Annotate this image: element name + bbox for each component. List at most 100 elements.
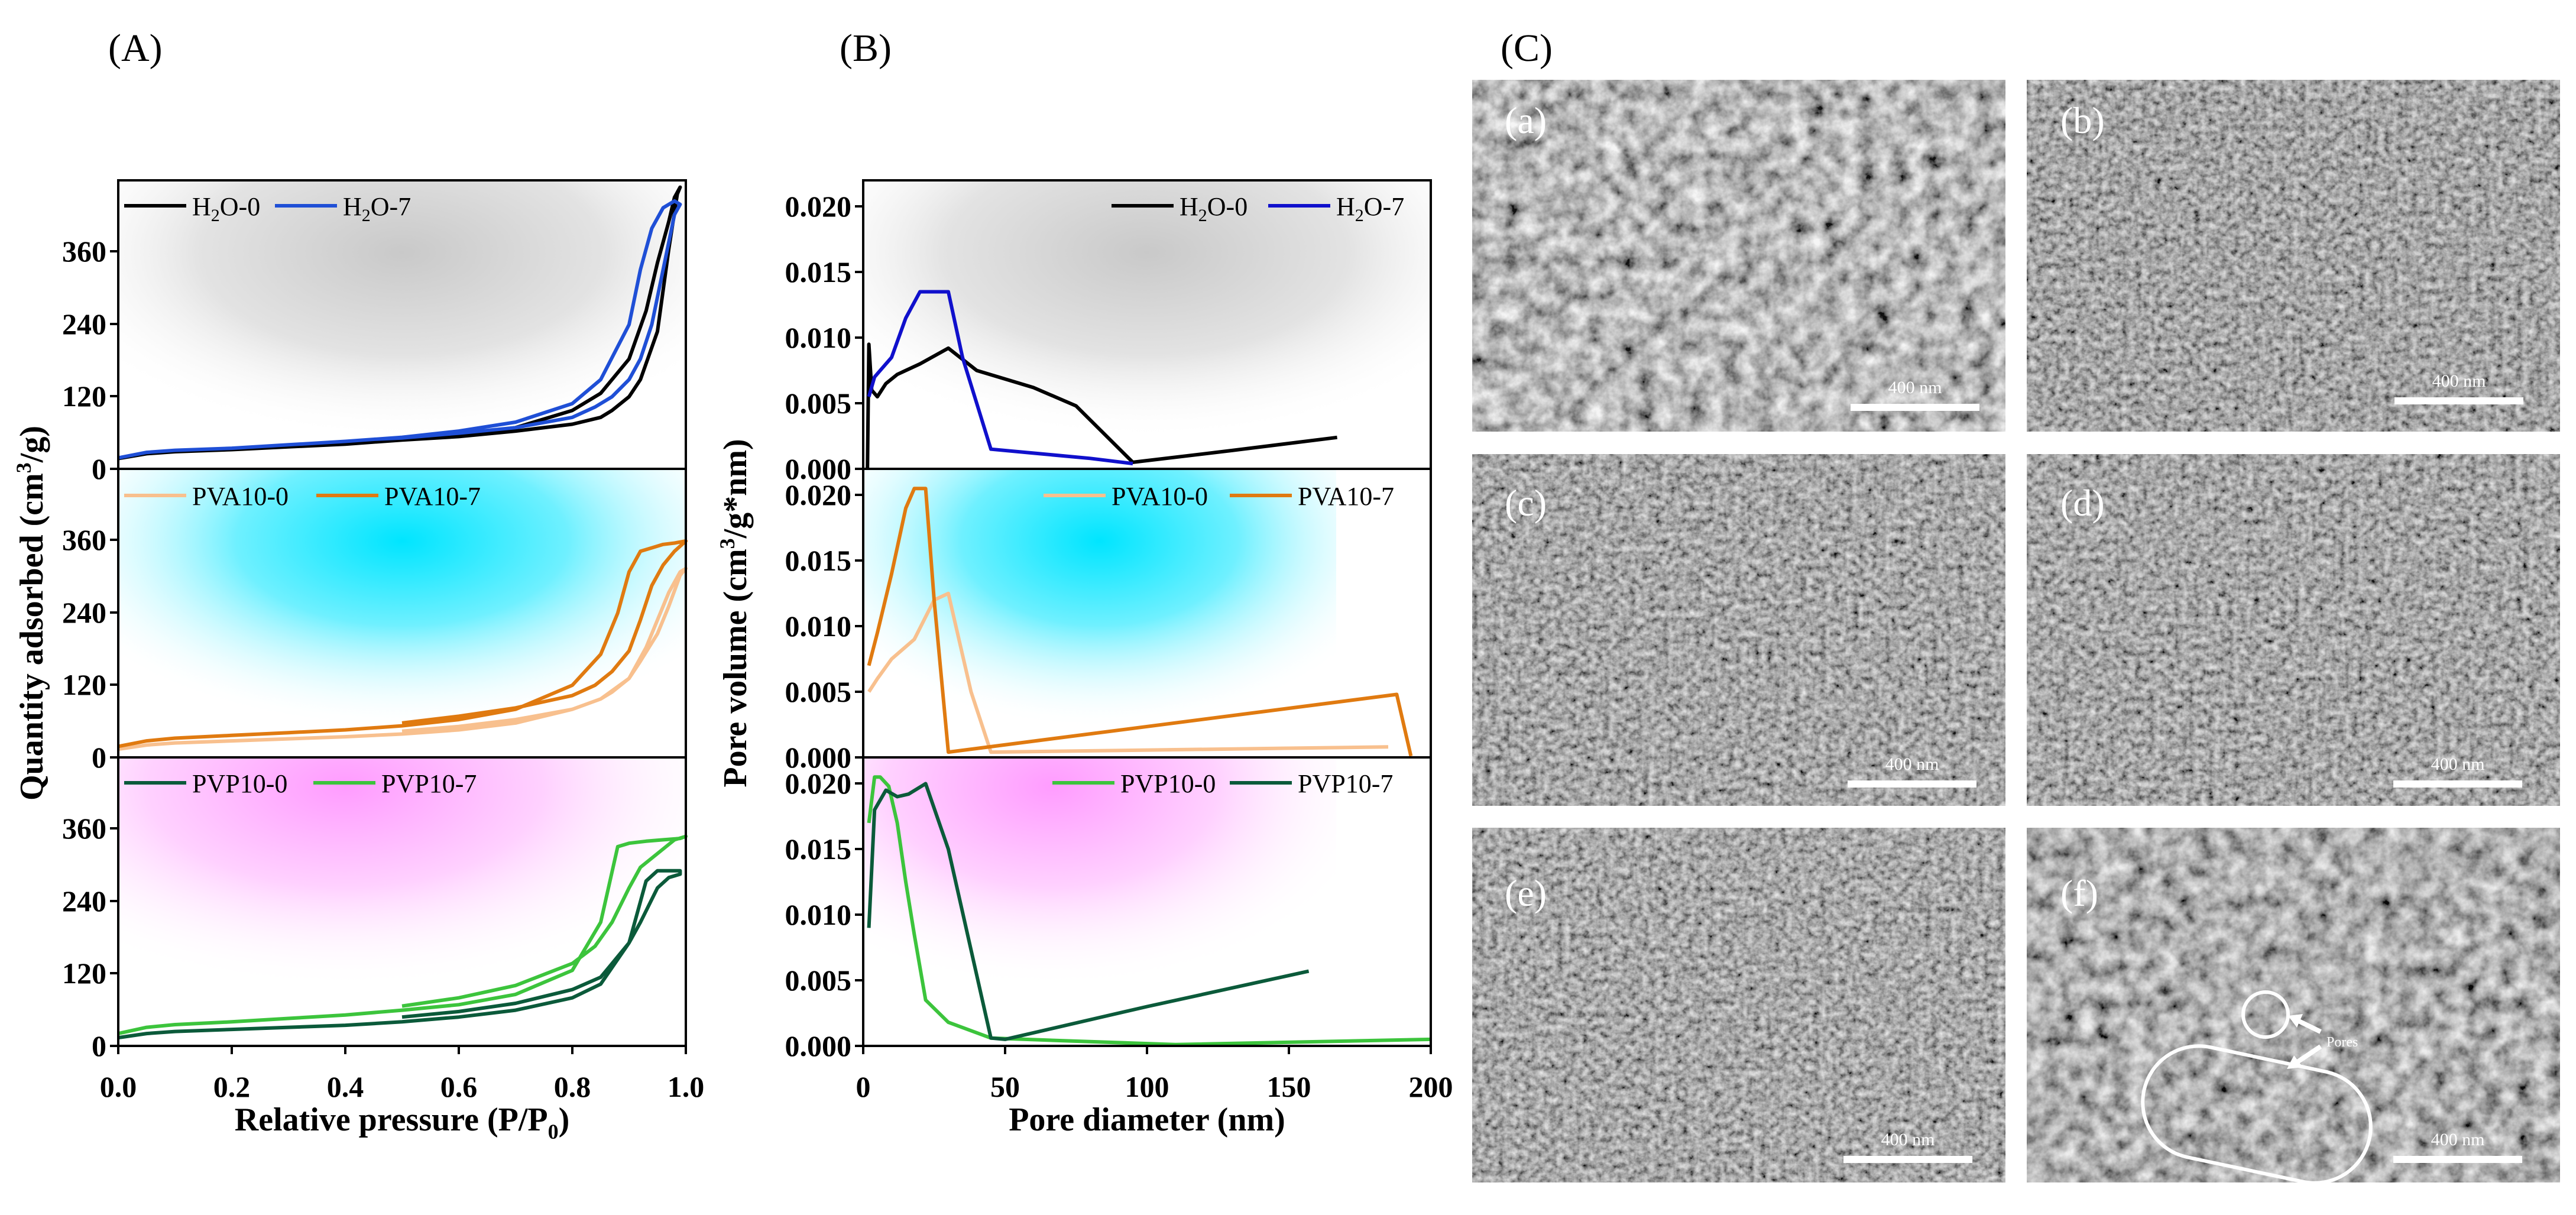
panel-b-xlabel: Pore diameter (nm) (1009, 1101, 1285, 1138)
sem-label-a: (a) (1505, 99, 1547, 141)
sem-image-b: (b) 400 nm (2027, 80, 2560, 432)
sem-label-e: (e) (1505, 872, 1547, 914)
sem-image-f-texture (2027, 828, 2560, 1182)
panel-a-ytick-marks (110, 250, 118, 1047)
legend-a1: H2O-0 H2O-7 (124, 192, 411, 225)
xtick-a-1: 0.2 (213, 1070, 251, 1103)
subplot-b3-background (863, 757, 1336, 1046)
panel-a-xlabel: Relative pressure (P/P0) (235, 1101, 569, 1143)
series-a1-h2o-7 (118, 199, 682, 460)
legend-a3-label-0: PVP10-0 (192, 769, 287, 798)
series-b3-pvp10-7 (867, 782, 1310, 1041)
legend-b3: PVP10-0 PVP10-7 (1052, 769, 1393, 798)
sem-image-d-texture (2027, 454, 2560, 806)
panel-a-ylabel: Quantity adsorbed (cm3/g) (12, 426, 50, 801)
scale-text-c: 400 nm (1885, 754, 1939, 774)
ytick-a1-0: 0 (92, 452, 106, 485)
ytick-a2-120: 120 (62, 668, 106, 701)
xtick-a-4: 0.8 (554, 1070, 591, 1103)
pore-circle-marker (2241, 990, 2290, 1039)
panel-a: 0 120 240 360 0 120 240 360 0 120 240 36… (12, 179, 705, 1143)
scale-bar-f (2393, 1156, 2522, 1163)
ytick-b2-0: 0.000 (785, 741, 852, 774)
sem-image-d: (d) 400 nm (2027, 454, 2560, 806)
scale-text-a: 400 nm (1888, 378, 1942, 397)
legend-b2-label-1: PVA10-7 (1298, 482, 1394, 511)
ytick-a3-120: 120 (62, 957, 106, 990)
plot-a3 (118, 834, 688, 1040)
sem-label-c: (c) (1505, 482, 1547, 524)
subplot-b1-background (863, 180, 1431, 469)
subplot-a1-background (118, 180, 686, 469)
ytick-b3-4: 0.020 (785, 767, 852, 800)
scale-text-e: 400 nm (1881, 1130, 1935, 1149)
legend-b1-label-0: H2O-0 (1180, 192, 1248, 225)
sem-label-f: (f) (2060, 872, 2098, 914)
ytick-b3-1: 0.005 (785, 964, 852, 997)
ytick-a3-360: 360 (62, 812, 106, 845)
panel-b-xtick-marks (862, 1046, 1432, 1054)
plot-b2 (867, 487, 1413, 757)
sem-label-d: (d) (2060, 482, 2105, 524)
ytick-a1-360: 360 (62, 235, 106, 268)
xtick-a-2: 0.4 (327, 1070, 364, 1103)
plot-a2 (118, 539, 688, 751)
series-b2-pva10-7 (867, 487, 1413, 757)
ytick-b1-2: 0.010 (785, 321, 852, 354)
subplot-a2-background (118, 469, 686, 757)
ytick-a2-0: 0 (92, 741, 106, 774)
plot-a1 (118, 185, 682, 461)
sem-label-b: (b) (2060, 99, 2105, 141)
sem-image-b-texture (2027, 80, 2560, 432)
ytick-b3-3: 0.015 (785, 832, 852, 866)
pores-label: Pores (2326, 1035, 2358, 1050)
legend-a2: PVA10-0 PVA10-7 (124, 482, 481, 511)
panel-b: 0.000 0.005 0.010 0.015 0.020 0.000 0.00… (715, 179, 1453, 1138)
legend-a1-label-1: H2O-7 (343, 192, 411, 225)
scale-text-f: 400 nm (2431, 1130, 2485, 1149)
scale-bar-a (1851, 404, 1979, 411)
series-b3-pvp10-0 (867, 775, 1431, 1046)
panel-letter-c: (C) (1501, 27, 1553, 70)
panel-a-xtick-marks (117, 1046, 687, 1054)
sem-image-c-texture (1472, 454, 2005, 806)
ytick-b3-2: 0.010 (785, 898, 852, 931)
ytick-a1-120: 120 (62, 380, 106, 413)
ytick-a1-240: 240 (62, 307, 106, 341)
sem-image-f: (f) Pores 400 nm (2027, 828, 2560, 1185)
xtick-b-4: 200 (1409, 1070, 1453, 1103)
panel-letter-b: (B) (840, 27, 892, 70)
ytick-b1-0: 0.000 (785, 452, 852, 485)
plot-b1 (866, 290, 1337, 469)
ytick-b2-1: 0.005 (785, 675, 852, 708)
pore-ellipse-marker (2141, 1044, 2373, 1185)
ytick-b2-3: 0.015 (785, 544, 852, 577)
ytick-a3-240: 240 (62, 884, 106, 918)
scale-text-b: 400 nm (2432, 371, 2486, 391)
ytick-b2-4: 0.020 (785, 478, 852, 511)
sem-image-a: (a) 400 nm (1472, 80, 2005, 432)
subplot-b2-background (863, 469, 1336, 757)
panel-letter-a: (A) (108, 27, 163, 70)
xtick-b-1: 50 (990, 1070, 1020, 1103)
series-b1-h2o-0 (866, 342, 1337, 469)
series-a2-pva10-0 (118, 566, 688, 751)
xtick-a-0: 0.0 (100, 1070, 137, 1103)
scale-bar-b (2394, 397, 2523, 404)
sem-image-e-texture (1472, 828, 2005, 1182)
xtick-a-3: 0.6 (440, 1070, 478, 1103)
legend-b2-label-0: PVA10-0 (1112, 482, 1208, 511)
legend-a2-label-0: PVA10-0 (192, 482, 289, 511)
scale-bar-e (1843, 1156, 1972, 1163)
pore-arrowhead-1 (2288, 1014, 2303, 1028)
xtick-a-5: 1.0 (668, 1070, 705, 1103)
ytick-b3-0: 0.000 (785, 1029, 852, 1062)
subplot-a3-background (118, 757, 686, 1046)
xtick-b-2: 100 (1125, 1070, 1169, 1103)
xtick-b-0: 0 (856, 1070, 871, 1103)
legend-a3-label-1: PVP10-7 (381, 769, 477, 798)
sem-image-e: (e) 400 nm (1472, 828, 2005, 1182)
panel-c: (a) 400 nm (b) 400 nm (c) 400 nm (d) 400… (1472, 80, 2560, 1185)
ytick-b1-4: 0.020 (785, 190, 852, 223)
